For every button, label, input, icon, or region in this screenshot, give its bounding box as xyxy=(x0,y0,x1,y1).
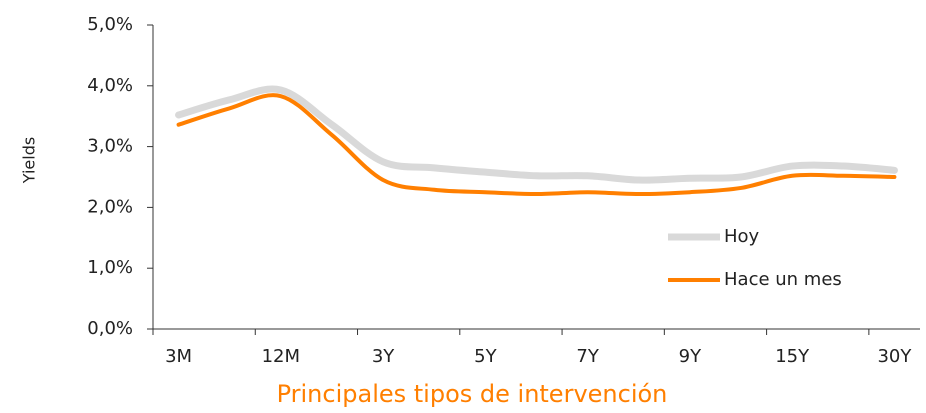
x-tick-label: 5Y xyxy=(474,346,497,367)
x-tick-label: 12M xyxy=(262,346,300,367)
y-axis-label: Yields xyxy=(20,137,39,184)
legend-label: Hace un mes xyxy=(724,269,842,290)
series-line xyxy=(175,85,898,184)
y-tick-label: 5,0% xyxy=(87,14,133,35)
y-tick-label: 2,0% xyxy=(87,196,133,217)
x-tick-label: 9Y xyxy=(679,346,702,367)
y-tick-label: 1,0% xyxy=(87,257,133,278)
y-tick-label: 3,0% xyxy=(87,136,133,157)
x-tick-label: 30Y xyxy=(877,346,912,367)
x-tick-label: 3Y xyxy=(372,346,395,367)
y-tick-label: 0,0% xyxy=(87,318,133,339)
x-axis-label: Principales tipos de intervención xyxy=(277,380,668,408)
series-line xyxy=(176,93,897,197)
x-tick-label: 15Y xyxy=(775,346,810,367)
x-tick-label: 7Y xyxy=(576,346,599,367)
x-tick-label: 3M xyxy=(165,346,192,367)
y-tick-label: 4,0% xyxy=(87,75,133,96)
legend-label: Hoy xyxy=(724,226,760,247)
